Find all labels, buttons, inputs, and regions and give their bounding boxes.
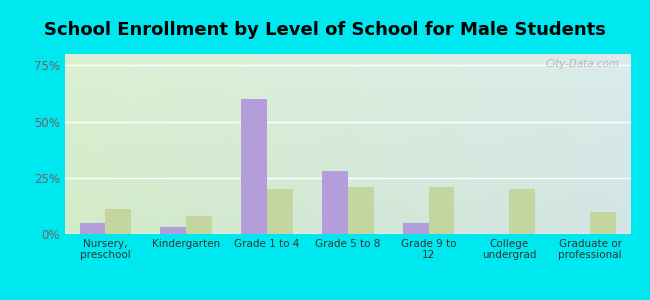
Text: City-Data.com: City-Data.com [545,59,619,69]
Bar [428,187,454,234]
Bar [267,189,292,234]
Bar [79,223,105,234]
Bar [161,227,186,234]
Bar [241,99,267,234]
Bar [510,189,535,234]
Bar [186,216,212,234]
Bar [590,212,616,234]
Bar [348,187,374,234]
Bar [322,171,348,234]
Text: School Enrollment by Level of School for Male Students: School Enrollment by Level of School for… [44,21,606,39]
Bar [105,209,131,234]
Bar [403,223,428,234]
